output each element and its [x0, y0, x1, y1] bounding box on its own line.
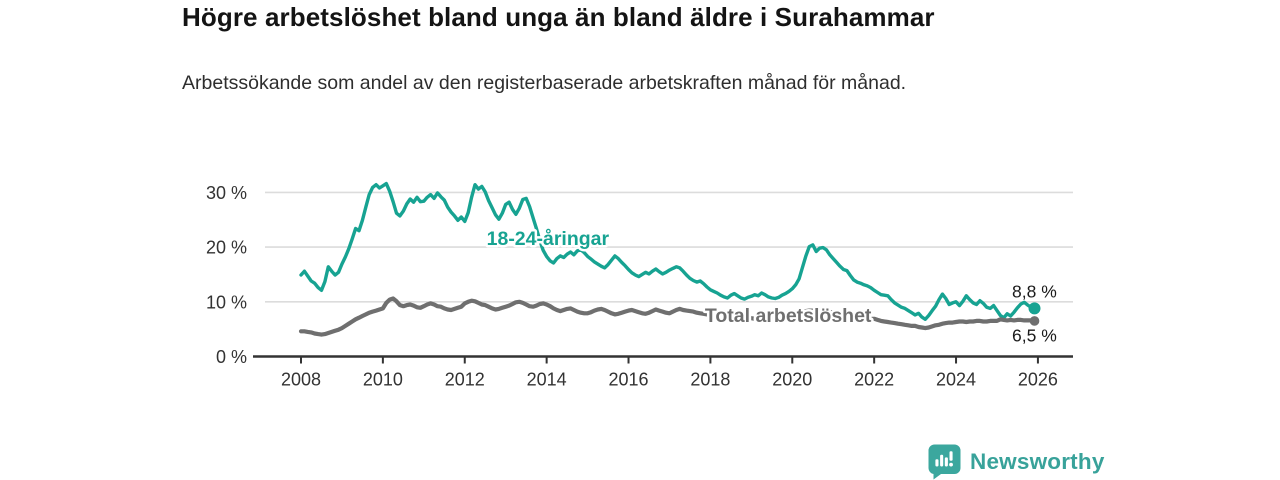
newsworthy-icon: [928, 444, 961, 480]
y-axis-label: 30 %: [206, 183, 247, 203]
series-label-total: Total arbetslöshet: [705, 305, 872, 327]
x-axis-label: 2024: [936, 370, 976, 390]
x-axis-label: 2008: [281, 370, 321, 390]
x-axis-label: 2020: [772, 370, 812, 390]
y-axis-label: 20 %: [206, 238, 247, 258]
x-axis-label: 2014: [527, 370, 567, 390]
x-axis-label: 2026: [1018, 370, 1058, 390]
series-end-dot-total: [1029, 316, 1040, 326]
series-label-youth: 18-24-åringar: [487, 227, 610, 250]
x-axis-label: 2018: [690, 370, 730, 390]
x-axis-label: 2012: [445, 370, 485, 390]
end-value-label-total: 6,5 %: [1012, 325, 1057, 345]
newsworthy-logo: Newsworthy: [928, 444, 1105, 480]
speech-bubble-shape: [928, 444, 961, 480]
chart-subtitle: Arbetssökande som andel av den registerb…: [182, 72, 907, 94]
end-value-label-youth: 8,8 %: [1012, 281, 1057, 301]
x-axis-label: 2010: [363, 370, 403, 390]
series-line-total: [298, 296, 1037, 337]
x-axis-label: 2022: [854, 370, 894, 390]
y-axis-label: 0 %: [216, 347, 247, 367]
series-end-dot-youth: [1028, 302, 1041, 315]
y-axis-label: 10 %: [206, 292, 247, 312]
newsworthy-wordmark: Newsworthy: [970, 449, 1105, 474]
chart-title: Högre arbetslöshet bland unga än bland ä…: [182, 2, 935, 32]
series-line-youth: [299, 181, 1037, 321]
bar-chart-glyph: [935, 451, 953, 467]
x-axis-label: 2016: [608, 370, 648, 390]
